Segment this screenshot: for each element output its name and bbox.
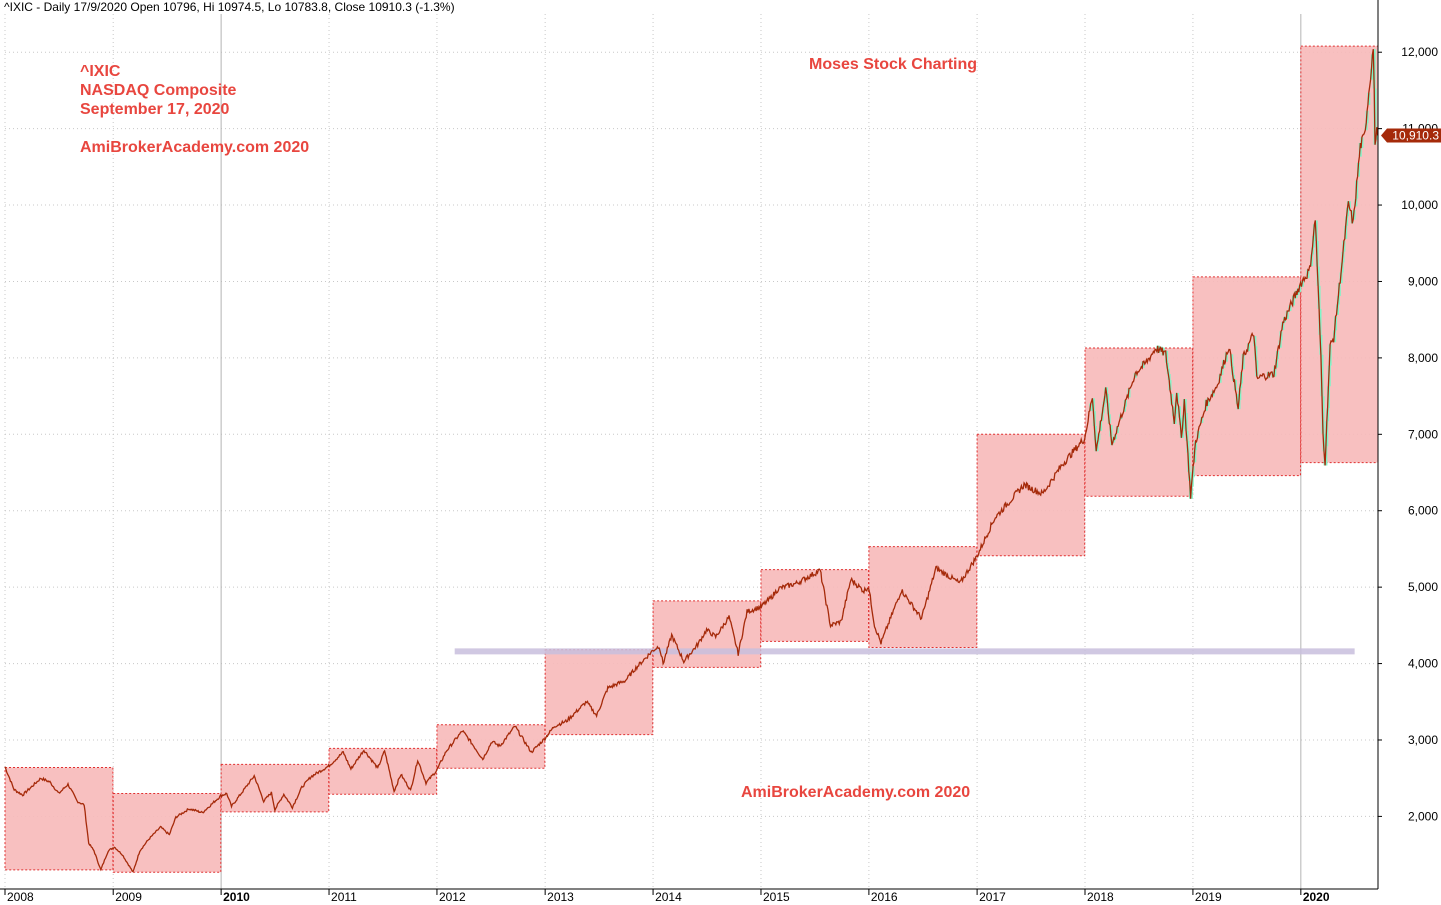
range-box-2010 bbox=[220, 763, 330, 813]
y-tick-label: 8,000 bbox=[1408, 351, 1438, 365]
symbol-label: ^IXIC bbox=[80, 63, 121, 80]
x-tick-label: 2008 bbox=[7, 890, 34, 904]
date-label: September 17, 2020 bbox=[80, 101, 230, 118]
x-tick-label: 2011 bbox=[331, 890, 357, 904]
site-label-top: AmiBrokerAcademy.com 2020 bbox=[80, 139, 310, 156]
y-tick-label: 6,000 bbox=[1408, 504, 1438, 518]
range-box-2016 bbox=[868, 546, 978, 649]
x-tick-label: 2009 bbox=[115, 890, 142, 904]
site-label-bottom: AmiBrokerAcademy.com 2020 bbox=[741, 784, 971, 801]
y-tick-label: 2,000 bbox=[1408, 809, 1438, 823]
index-name-label: NASDAQ Composite bbox=[80, 82, 237, 99]
x-tick-label: 2014 bbox=[655, 890, 682, 904]
last-price-marker: 10,910.3 bbox=[1381, 128, 1441, 143]
x-tick-label: 2013 bbox=[547, 890, 574, 904]
x-tick-label: 2020 bbox=[1303, 890, 1330, 904]
range-box-2014 bbox=[652, 600, 762, 668]
range-box-2017 bbox=[976, 433, 1086, 557]
y-tick-label: 5,000 bbox=[1408, 580, 1438, 594]
y-tick-label: 4,000 bbox=[1408, 657, 1438, 671]
chart-header: ^IXIC - Daily 17/9/2020 Open 10796, Hi 1… bbox=[4, 0, 455, 14]
brand-label: Moses Stock Charting bbox=[809, 56, 978, 73]
last-price-label: 10,910.3 bbox=[1392, 128, 1439, 142]
x-tick-label: 2017 bbox=[979, 890, 1006, 904]
symbol-annotation: ^IXIC NASDAQ Composite September 17, 202… bbox=[80, 62, 309, 157]
x-tick-label: 2019 bbox=[1195, 890, 1222, 904]
y-tick-label: 10,000 bbox=[1401, 198, 1438, 212]
x-tick-label: 2012 bbox=[439, 890, 466, 904]
range-box-2008 bbox=[4, 766, 114, 871]
range-box-2011 bbox=[328, 747, 438, 795]
yearly-range-boxes bbox=[4, 45, 1379, 873]
price-line-group bbox=[4, 48, 1379, 873]
x-tick-label: 2016 bbox=[871, 890, 898, 904]
price-line bbox=[4, 48, 1379, 873]
range-box-2013 bbox=[544, 649, 654, 736]
x-tick-label: 2015 bbox=[763, 890, 790, 904]
range-box-2012 bbox=[436, 724, 546, 769]
x-tick-label: 2010 bbox=[223, 890, 250, 904]
y-tick-label: 3,000 bbox=[1408, 733, 1438, 747]
x-tick-label: 2018 bbox=[1087, 890, 1114, 904]
range-box-2019 bbox=[1192, 276, 1302, 477]
y-tick-label: 7,000 bbox=[1408, 427, 1438, 441]
y-tick-label: 9,000 bbox=[1408, 274, 1438, 288]
y-tick-label: 12,000 bbox=[1401, 45, 1438, 59]
last-price-badge bbox=[1381, 128, 1441, 143]
